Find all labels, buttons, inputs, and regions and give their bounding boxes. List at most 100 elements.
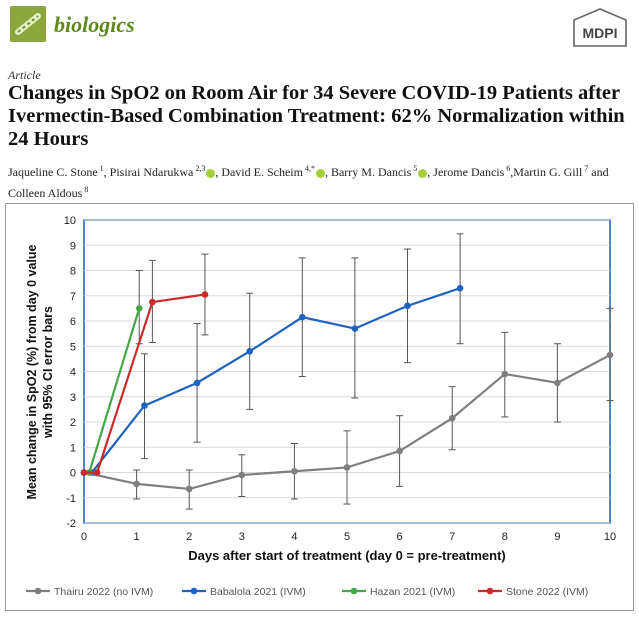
- y-tick-label: 8: [70, 266, 76, 278]
- author-affiliation: 2,3: [193, 164, 206, 173]
- data-point: [149, 298, 156, 306]
- series-group: [80, 233, 614, 510]
- author-4[interactable]: Barry M. Dancis 5: [330, 164, 428, 179]
- x-tick-labels: 0 1 2 3 4 5 6 7 8 9 10: [81, 531, 616, 543]
- x-tick-label: 7: [449, 531, 455, 543]
- gridlines: [84, 219, 610, 524]
- author-6[interactable]: Martin G. Gill 7: [513, 164, 589, 179]
- data-point: [80, 469, 88, 476]
- x-tick-label: 3: [239, 531, 245, 543]
- legend-entry-4: Stone 2022 (IVM): [478, 586, 588, 598]
- data-point: [185, 485, 193, 493]
- legend-entry-2: Babalola 2021 (IVM): [182, 586, 306, 598]
- data-point: [291, 467, 298, 475]
- data-point: [93, 469, 101, 476]
- mdpi-logo-text: MDPI: [583, 25, 618, 41]
- x-tick-label: 5: [344, 531, 350, 543]
- y-tick-label: 6: [70, 316, 76, 328]
- article-type-label: Article: [8, 68, 41, 82]
- y-tick-label: 3: [70, 392, 76, 404]
- data-point: [456, 284, 464, 292]
- data-point: [606, 351, 614, 359]
- author-name: David E. Scheim: [221, 165, 303, 179]
- author-affiliation: 7: [582, 164, 589, 173]
- journal-header: biologics MDPI: [0, 0, 639, 60]
- series-2: [80, 233, 464, 476]
- figure-frame: -2 -1 0 1 2 3 4 5 6 7 8 9 10 0 1 2 3 4 5 6 7 8 9 10 Days after…: [5, 203, 634, 611]
- author-affiliation: 5: [411, 164, 418, 173]
- y-axis-label-line2: with 95% CI error bars: [41, 306, 55, 439]
- data-point: [193, 379, 201, 387]
- data-point: [501, 370, 509, 378]
- x-tick-label: 4: [291, 531, 297, 543]
- y-tick-label: 9: [70, 240, 76, 252]
- x-tick-label: 0: [81, 531, 87, 543]
- legend-entry-1: Thairu 2022 (no IVM): [26, 586, 153, 598]
- data-point: [135, 305, 143, 312]
- y-tick-label: 1: [70, 442, 76, 454]
- author-name: Martin G. Gill: [513, 165, 583, 179]
- author-affiliation: 4,*: [302, 164, 315, 173]
- data-point: [448, 414, 456, 422]
- author-name: Pisirai Ndarukwa: [109, 165, 194, 179]
- data-point: [141, 402, 148, 409]
- author-name: Jerome Dancis: [433, 165, 505, 179]
- author-affiliation: 6: [504, 164, 511, 173]
- y-axis-label-line1: Mean change in SpO2 (%) from day 0 value: [25, 244, 39, 499]
- y-tick-label: 5: [70, 341, 76, 353]
- data-point: [133, 480, 140, 488]
- x-tick-label: 9: [554, 531, 560, 543]
- y-tick-labels: -2 -1 0 1 2 3 4 5 6 7 8 9 10: [64, 215, 76, 530]
- x-tick-label: 6: [397, 531, 403, 543]
- journal-logo-icon: [10, 6, 46, 42]
- data-point: [201, 291, 209, 298]
- mdpi-logo[interactable]: MDPI: [568, 6, 632, 52]
- legend-label: Hazan 2021 (IVM): [370, 586, 455, 598]
- x-axis-label: Days after start of treatment (day 0 = p…: [188, 548, 506, 563]
- x-tick-label: 10: [604, 531, 616, 543]
- data-point: [246, 348, 253, 355]
- journal-name[interactable]: biologics: [54, 12, 135, 37]
- author-1[interactable]: Jaqueline C. Stone 1: [8, 164, 104, 179]
- author-name: Jaqueline C. Stone: [8, 165, 98, 179]
- legend-marker: [34, 587, 42, 595]
- series-4: [80, 253, 209, 476]
- data-point: [554, 379, 561, 387]
- author-affiliation: 8: [82, 185, 89, 194]
- author-name: Barry M. Dancis: [330, 165, 412, 179]
- orcid-icon[interactable]: [206, 168, 216, 178]
- article-title: Changes in SpO2 on Room Air for 34 Sever…: [8, 82, 625, 150]
- y-tick-label: 7: [70, 291, 76, 303]
- y-tick-label: 2: [70, 417, 76, 429]
- series-line: [84, 293, 206, 474]
- author-3[interactable]: David E. Scheim 4,*: [221, 164, 325, 179]
- data-point: [404, 302, 411, 310]
- spo2-line-chart: -2 -1 0 1 2 3 4 5 6 7 8 9 10 0 1 2 3 4 5 6 7 8 9 10 Days after…: [25, 215, 616, 598]
- y-tick-label: -1: [66, 493, 76, 505]
- author-affiliation: 1: [97, 164, 104, 173]
- author-7[interactable]: Colleen Aldous 8: [8, 185, 89, 200]
- author-2[interactable]: Pisirai Ndarukwa 2,3: [109, 164, 216, 179]
- x-tick-label: 2: [186, 531, 192, 543]
- y-tick-label: -2: [66, 518, 76, 530]
- x-tick-label: 8: [502, 531, 508, 543]
- legend-label: Stone 2022 (IVM): [506, 586, 588, 598]
- legend-marker: [486, 587, 494, 595]
- data-point: [396, 447, 403, 455]
- data-point: [343, 464, 351, 471]
- author-5[interactable]: Jerome Dancis 6: [433, 164, 511, 179]
- data-point: [238, 471, 246, 479]
- legend-marker: [190, 587, 198, 595]
- y-tick-label: 10: [64, 215, 76, 227]
- legend-label: Thairu 2022 (no IVM): [54, 586, 153, 598]
- author-list: Jaqueline C. Stone 1, Pisirai Ndarukwa 2…: [8, 164, 609, 200]
- author-name: Colleen Aldous: [8, 186, 83, 200]
- legend-entry-3: Hazan 2021 (IVM): [342, 586, 455, 598]
- data-point: [351, 325, 359, 332]
- legend-label: Babalola 2021 (IVM): [210, 586, 306, 598]
- y-tick-label: 4: [70, 367, 76, 379]
- y-tick-label: 0: [70, 468, 76, 480]
- orcid-icon[interactable]: [418, 168, 428, 178]
- chart-legend: Thairu 2022 (no IVM) Babalola 2021 (IVM) H…: [26, 586, 588, 598]
- orcid-icon[interactable]: [315, 168, 325, 178]
